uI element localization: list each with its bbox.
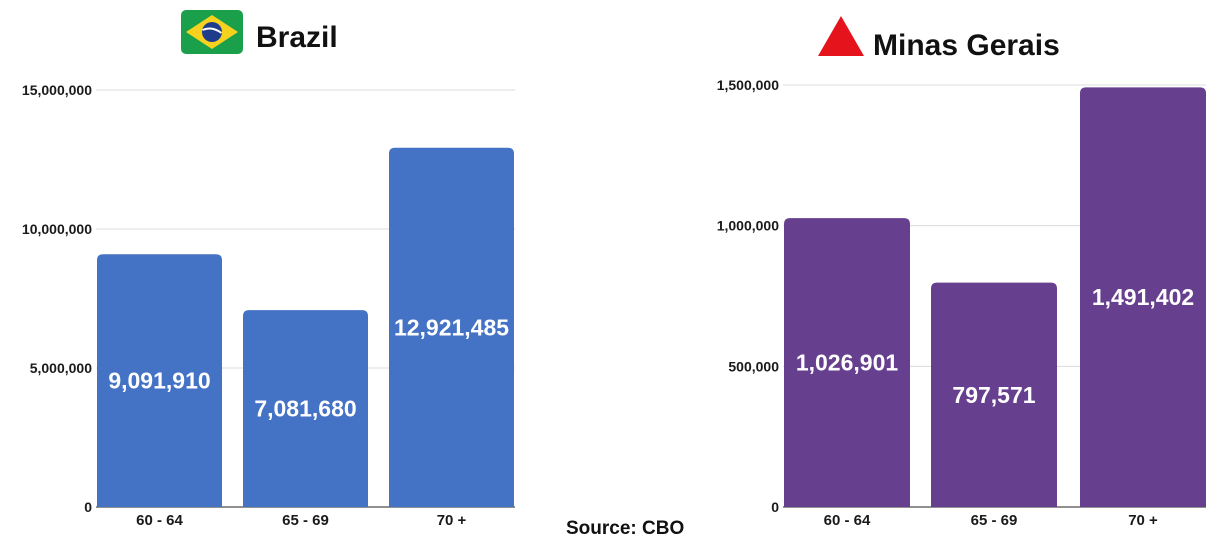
brazil-y-tick-label: 5,000,000 <box>30 360 92 376</box>
brazil-bar-0 <box>97 254 222 507</box>
minas-gerais-category-label: 65 - 69 <box>971 512 1018 529</box>
brazil-flag-icon <box>181 10 243 54</box>
minas-gerais-bar-1 <box>931 282 1057 507</box>
minas-gerais-chart-title: Minas Gerais <box>873 29 1060 62</box>
brazil-bar-2 <box>389 147 514 507</box>
red-triangle-icon <box>818 16 864 56</box>
minas-gerais-data-label: 1,026,901 <box>796 350 899 376</box>
brazil-chart: Brazil 0 5,000,000 10,000,000 15,000,000 9,0… <box>22 10 515 529</box>
minas-gerais-y-tick-label: 1,500,000 <box>717 77 779 93</box>
minas-gerais-y-tick-label: 500,000 <box>728 358 779 374</box>
minas-gerais-data-label: 1,491,402 <box>1092 284 1194 310</box>
brazil-y-tick-label: 15,000,000 <box>22 82 92 98</box>
minas-gerais-bar-0 <box>784 218 910 508</box>
minas-gerais-chart: Minas Gerais 0 500,000 1,000,000 1,500,000 1… <box>717 16 1206 529</box>
source-note: Source: CBO <box>566 518 684 539</box>
brazil-bar-1 <box>243 310 368 507</box>
brazil-category-label: 65 - 69 <box>282 512 329 529</box>
brazil-category-label: 70 + <box>437 512 467 529</box>
minas-gerais-y-tick-label: 0 <box>771 499 779 515</box>
brazil-category-label: 60 - 64 <box>136 512 183 529</box>
minas-gerais-category-label: 70 + <box>1128 512 1158 529</box>
brazil-y-tick-label: 0 <box>84 499 92 515</box>
brazil-data-label: 7,081,680 <box>254 396 356 422</box>
minas-gerais-bar-2 <box>1080 87 1206 507</box>
brazil-chart-title: Brazil <box>256 21 338 54</box>
brazil-data-label: 12,921,485 <box>394 314 509 340</box>
brazil-data-label: 9,091,910 <box>108 368 210 394</box>
minas-gerais-data-label: 797,571 <box>952 382 1035 408</box>
brazil-y-tick-label: 10,000,000 <box>22 221 92 237</box>
minas-gerais-category-label: 60 - 64 <box>824 512 871 529</box>
minas-gerais-y-tick-label: 1,000,000 <box>717 218 779 234</box>
